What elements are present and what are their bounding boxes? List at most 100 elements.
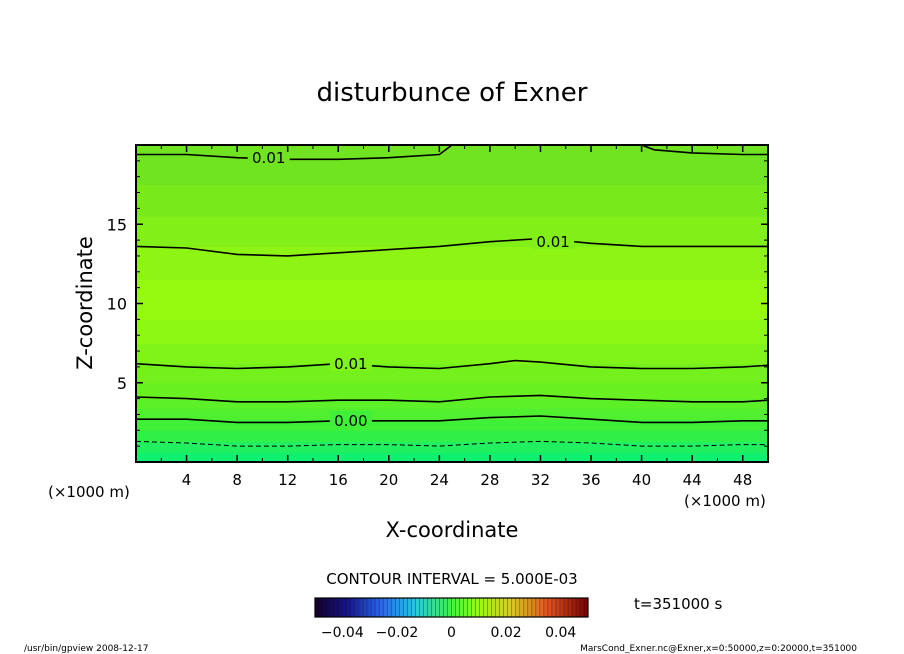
- colorbar-cell-46: [499, 598, 504, 617]
- contour-interval-label: CONTOUR INTERVAL = 5.000E-03: [326, 570, 577, 588]
- colorbar-cell-67: [583, 598, 588, 617]
- colorbar-tick-label-1: −0.02: [375, 625, 418, 641]
- colorbar-cell-4: [331, 598, 336, 617]
- colorbar-cell-12: [363, 598, 368, 617]
- contour-line-5: [136, 440, 768, 447]
- colorbar-cell-37: [463, 598, 468, 617]
- colorbar-cell-66: [579, 598, 584, 617]
- x-tick-label-36: 36: [581, 471, 600, 489]
- fill-band-12: [136, 216, 768, 247]
- fill-band-10: [136, 279, 768, 320]
- y-tick-label-5: 5: [117, 374, 127, 393]
- colorbar-cell-18: [387, 598, 392, 617]
- contour-lines: [136, 145, 768, 447]
- y-axis-label: Z-coordinate: [73, 236, 97, 370]
- colorbar-cell-47: [503, 598, 508, 617]
- fill-band-2: [136, 430, 768, 442]
- x-axis-label: X-coordinate: [386, 518, 519, 542]
- colorbar-cell-0: [315, 598, 320, 617]
- colorbar-cell-63: [567, 598, 572, 617]
- y-axis-ticks: 5 10 15: [107, 160, 768, 447]
- colorbar-cell-31: [439, 598, 444, 617]
- x-tick-label-44: 44: [683, 471, 702, 489]
- colorbar: [314, 597, 589, 618]
- colorbar-cell-7: [343, 598, 348, 617]
- x-tick-label-20: 20: [379, 471, 398, 489]
- fill-band-6: [136, 382, 768, 400]
- colorbar-cell-10: [355, 598, 360, 617]
- colorbar-cell-20: [395, 598, 400, 617]
- contour-label-bg-3: [329, 410, 372, 428]
- colorbar-cell-9: [351, 598, 356, 617]
- colorbar-cell-19: [391, 598, 396, 617]
- fill-band-1: [136, 441, 768, 453]
- colorbar-cell-51: [519, 598, 524, 617]
- contour-label-bg-0: [247, 147, 290, 165]
- colorbar-cell-52: [523, 598, 528, 617]
- colorbar-cell-64: [571, 598, 576, 617]
- fill-band-3: [136, 419, 768, 431]
- colorbar-cell-14: [371, 598, 376, 617]
- colorbar-tick-labels: −0.04 −0.02 0 0.02 0.04: [321, 625, 577, 641]
- fill-band-7: [136, 363, 768, 384]
- colorbar-tick-label-3: 0.02: [491, 625, 522, 641]
- contour-label-2: 0.01: [334, 355, 367, 373]
- footer-left: /usr/bin/gpview 2008-12-17: [24, 644, 148, 654]
- colorbar-cell-45: [495, 598, 500, 617]
- fill-band-5: [136, 398, 768, 409]
- contour-line-2: [136, 359, 768, 370]
- y-tick-label-15: 15: [107, 215, 127, 234]
- y-axis-unit: (×1000 m): [48, 483, 130, 501]
- contour-label-1: 0.01: [536, 233, 569, 251]
- colorbar-cell-23: [407, 598, 412, 617]
- colorbar-cell-40: [475, 598, 480, 617]
- plot-area: 0.010.010.010.00 4 8 12 16 20 24 28 32 36 40 44 48 …: [107, 144, 769, 489]
- colorbar-cell-35: [455, 598, 460, 617]
- colorbar-cell-62: [563, 598, 568, 617]
- fill-band-4: [136, 408, 768, 420]
- fill-band-11: [136, 246, 768, 281]
- fill-band-9: [136, 319, 768, 344]
- x-axis-ticks: 4 8 12 16 20 24 28 32 36 40 44 48: [160, 145, 752, 489]
- colorbar-cell-58: [547, 598, 552, 617]
- colorbar-cell-61: [559, 598, 564, 617]
- colorbar-cell-25: [415, 598, 420, 617]
- colorbar-cell-16: [379, 598, 384, 617]
- colorbar-cell-49: [511, 598, 516, 617]
- colorbar-tick-label-2: 0: [447, 625, 456, 641]
- colorbar-cell-42: [483, 598, 488, 617]
- x-tick-label-24: 24: [430, 471, 449, 489]
- x-tick-label-40: 40: [632, 471, 651, 489]
- colorbar-frame: [314, 597, 589, 618]
- colorbar-cell-1: [319, 598, 324, 617]
- x-tick-label-16: 16: [329, 471, 348, 489]
- fill-bands: [136, 145, 768, 462]
- colorbar-tick-label-0: −0.04: [321, 625, 364, 641]
- colorbar-cell-24: [411, 598, 416, 617]
- fill-band-0: [136, 452, 768, 462]
- x-axis-unit: (×1000 m): [684, 492, 766, 510]
- colorbar-cell-27: [423, 598, 428, 617]
- colorbar-cell-28: [427, 598, 432, 617]
- colorbar-cell-26: [419, 598, 424, 617]
- colorbar-tick-label-4: 0.04: [545, 625, 576, 641]
- colorbar-cell-39: [471, 598, 476, 617]
- colorbar-cell-48: [507, 598, 512, 617]
- x-tick-label-28: 28: [480, 471, 499, 489]
- colorbar-cell-17: [383, 598, 388, 617]
- colorbar-cell-8: [347, 598, 352, 617]
- footer-right: MarsCond_Exner.nc@Exner,x=0:50000,z=0:20…: [580, 644, 857, 654]
- contour-line-1: [136, 237, 768, 257]
- colorbar-cell-60: [555, 598, 560, 617]
- contour-label-bg-2: [329, 353, 372, 371]
- x-tick-label-32: 32: [531, 471, 550, 489]
- colorbar-cell-30: [435, 598, 440, 617]
- x-tick-label-4: 4: [182, 471, 192, 489]
- colorbar-cell-50: [515, 598, 520, 617]
- colorbar-cell-57: [543, 598, 548, 617]
- colorbar-cell-11: [359, 598, 364, 617]
- colorbar-cell-56: [539, 598, 544, 617]
- x-tick-label-48: 48: [733, 471, 752, 489]
- colorbar-cell-6: [339, 598, 344, 617]
